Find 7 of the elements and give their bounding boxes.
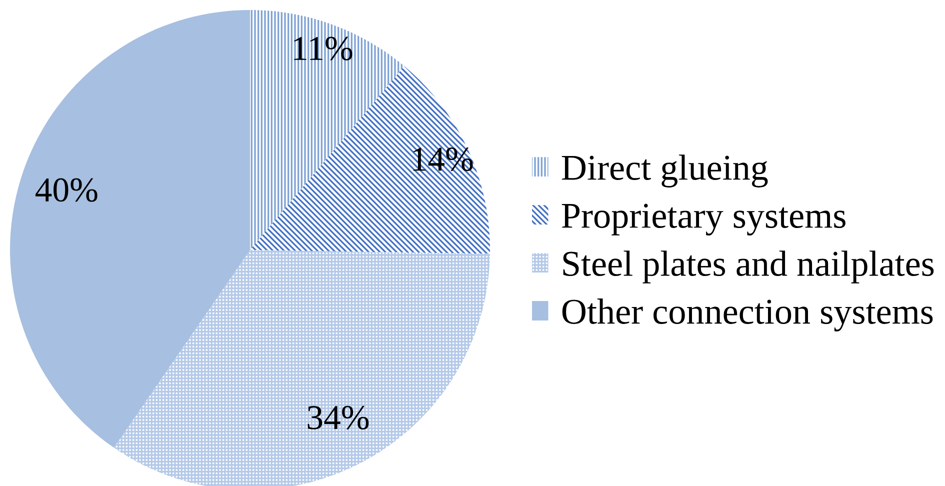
data-label: 40% <box>36 178 98 202</box>
data-label: 34% <box>308 406 369 430</box>
data-label: 11% <box>294 36 352 60</box>
legend-label: Proprietary systems <box>562 204 846 236</box>
legend-label: Other connection systems <box>562 298 933 332</box>
legend-label: Steel plates and nailplates <box>563 250 934 284</box>
legend-label: Direct glueing <box>562 154 768 188</box>
